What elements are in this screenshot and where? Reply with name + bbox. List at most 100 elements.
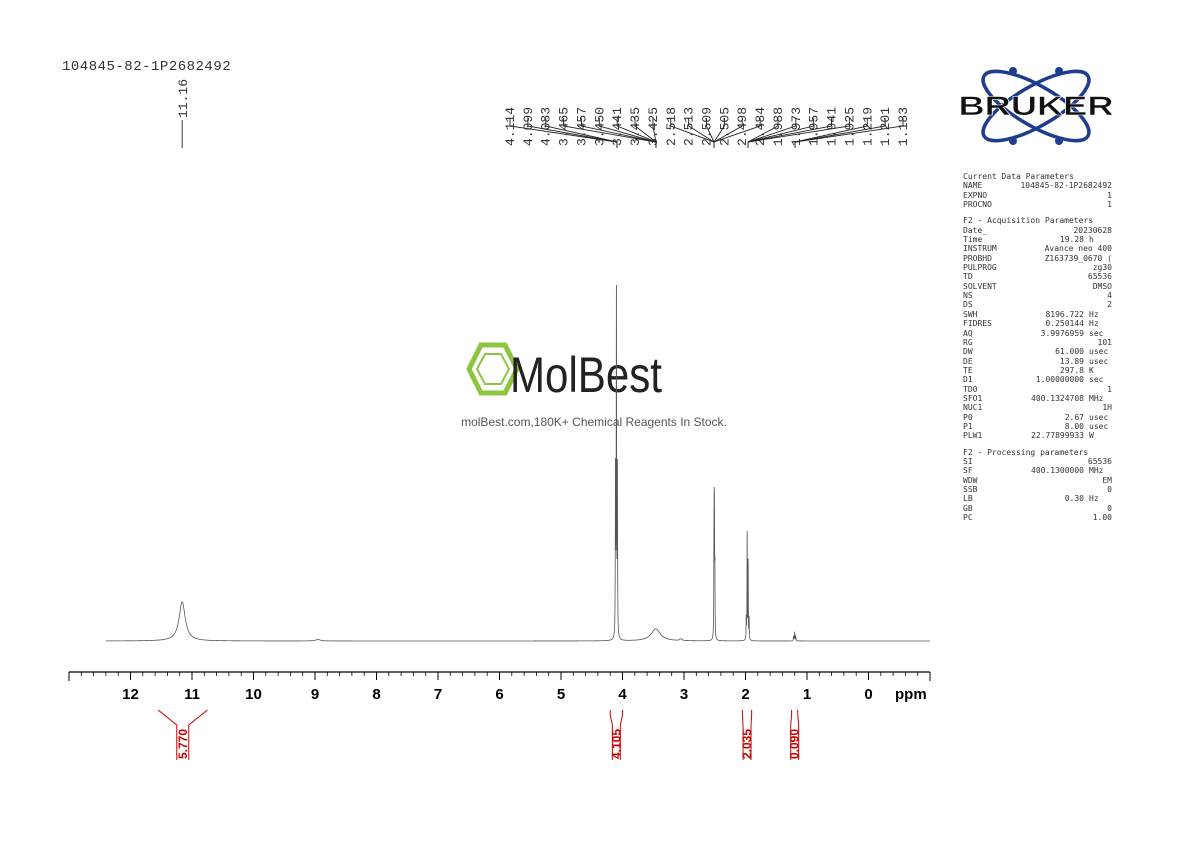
parameter-value: 4	[1107, 291, 1112, 301]
parameter-key: SOLVENT	[963, 281, 997, 291]
parameter-value: 3.9976959	[1040, 328, 1084, 338]
parameter-row: TD0 1	[963, 385, 1123, 394]
parameter-row: AQ 3.9976959 sec	[963, 329, 1123, 338]
parameter-unit: sec	[1089, 375, 1104, 385]
parameter-unit	[1114, 485, 1123, 494]
parameter-key: EXPNO	[963, 190, 988, 200]
parameter-value: 2	[1107, 300, 1112, 310]
data-parameters-panel: Current Data Parameters NAME 104845-82-1P…	[963, 172, 1123, 529]
parameter-key: SSB	[963, 485, 978, 494]
parameter-unit: Hz	[1089, 494, 1099, 504]
parameter-row: PC 1.00	[963, 513, 1123, 522]
parameter-unit	[1114, 513, 1123, 522]
parameter-row: EXPNO 1	[963, 191, 1123, 200]
integrals: 5.770 4.105 2.035 0.090	[157, 709, 802, 760]
tick-label: 9	[311, 686, 319, 703]
tick-label: 0	[864, 686, 872, 703]
parameter-row: PULPROG zg30	[963, 263, 1123, 272]
parameter-row: Time 19.28 h	[963, 235, 1123, 244]
tick-label: 4	[618, 686, 627, 703]
parameter-row: WDW EM	[963, 476, 1123, 485]
molbest-hexagon-logo-icon	[466, 342, 520, 396]
integral-value: 5.770	[176, 729, 190, 759]
parameter-key: RG	[963, 337, 973, 347]
peak-label: 1.925	[842, 107, 857, 146]
parameter-key: DW	[963, 347, 973, 357]
parameter-key: WDW	[963, 475, 978, 485]
parameter-value: 1	[1107, 384, 1112, 394]
parameter-value: 8.00	[1064, 421, 1084, 431]
parameter-unit	[1114, 244, 1123, 253]
peak-label: 1.988	[771, 107, 786, 146]
parameter-value: 1	[1107, 190, 1112, 200]
integral-bracket	[609, 710, 623, 760]
acquisition-parameters-rows: Date_ 20230628 Time 19.28 h INSTRUM Avance neo…	[963, 226, 1123, 441]
parameter-row: TE 297.8 K	[963, 366, 1123, 375]
parameter-row: SFO1 400.1324708 MHz	[963, 394, 1123, 403]
peak-label: 1.957	[807, 107, 822, 146]
parameter-value: 13.89	[1059, 356, 1084, 366]
parameter-key: PULPROG	[963, 263, 997, 273]
parameter-row: P1 8.00 usec	[963, 422, 1123, 431]
bruker-brand-text: BRUKER	[959, 91, 1114, 121]
parameter-key: GB	[963, 503, 973, 513]
parameter-row: PROCNO 1	[963, 200, 1123, 209]
ppm-axis: 12 11 10 9 8 7 6 5 4 3 2 1 0 ppm	[68, 671, 931, 703]
spectrum-trace	[105, 284, 930, 642]
integral-bracket	[790, 710, 800, 760]
parameter-key: P1	[963, 421, 973, 431]
parameter-row: SSB 0	[963, 485, 1123, 494]
parameter-key: LB	[963, 494, 973, 504]
parameter-key: D1	[963, 375, 973, 385]
parameter-unit	[1114, 272, 1123, 281]
parameter-row: GB 0	[963, 504, 1123, 513]
parameter-key: DS	[963, 300, 973, 310]
processing-parameters: F2 - Processing parameters SI 65536 SF 400.…	[963, 448, 1123, 523]
parameter-row: P0 2.67 usec	[963, 413, 1123, 422]
parameter-unit: usec	[1089, 347, 1109, 357]
parameter-value: 104845-82-1P2682492	[1020, 181, 1112, 191]
parameter-value: zg30	[1092, 263, 1112, 273]
parameter-unit	[1114, 457, 1123, 466]
parameter-value: 0.250144	[1045, 319, 1084, 329]
parameter-value: Z163739_0670 (	[1044, 253, 1112, 263]
parameter-key: PROCNO	[963, 200, 992, 210]
parameter-row: RG 101	[963, 338, 1123, 347]
parameter-key: NUC1	[963, 403, 983, 413]
parameter-unit	[1114, 291, 1123, 300]
parameter-value: 2.67	[1064, 412, 1084, 422]
parameter-unit: MHz	[1089, 393, 1104, 403]
parameter-row: DE 13.89 usec	[963, 357, 1123, 366]
peak-label: 11.16	[176, 79, 191, 118]
tick-label: 10	[245, 686, 262, 703]
current-parameters-title: Current Data Parameters	[963, 172, 1074, 181]
parameter-unit	[1114, 226, 1123, 235]
major-ticks: 12 11 10 9 8 7 6 5 4 3 2 1 0	[122, 672, 873, 703]
peak-label-connector	[794, 118, 904, 148]
parameter-unit: usec	[1089, 421, 1109, 431]
axis-unit-label: ppm	[895, 686, 927, 703]
peak-label: 1.973	[789, 107, 804, 146]
parameter-key: PROBHD	[963, 253, 992, 263]
parameter-unit: usec	[1089, 412, 1109, 422]
parameter-unit: sec	[1089, 328, 1104, 338]
parameter-unit	[1114, 254, 1123, 263]
parameter-unit: MHz	[1089, 466, 1104, 476]
parameter-unit: W	[1089, 431, 1094, 441]
tick-label: 12	[122, 686, 139, 703]
parameter-key: Time	[963, 235, 983, 245]
parameter-value: 1H	[1102, 403, 1112, 413]
integral-bracket	[741, 710, 753, 760]
parameter-row: SOLVENT DMSO	[963, 282, 1123, 291]
parameter-unit	[1114, 504, 1123, 513]
parameter-key: TD0	[963, 384, 978, 394]
parameter-value: 8196.722	[1045, 309, 1084, 319]
tick-label: 8	[372, 686, 380, 703]
peak-label-connector	[713, 118, 761, 148]
tick-label: 11	[184, 686, 200, 703]
integral-bracket	[157, 709, 208, 760]
tick-label: 7	[434, 686, 442, 703]
current-data-parameters: Current Data Parameters NAME 104845-82-1P…	[963, 172, 1123, 209]
parameter-key: Date_	[963, 225, 988, 235]
tick-label: 3	[680, 686, 688, 703]
